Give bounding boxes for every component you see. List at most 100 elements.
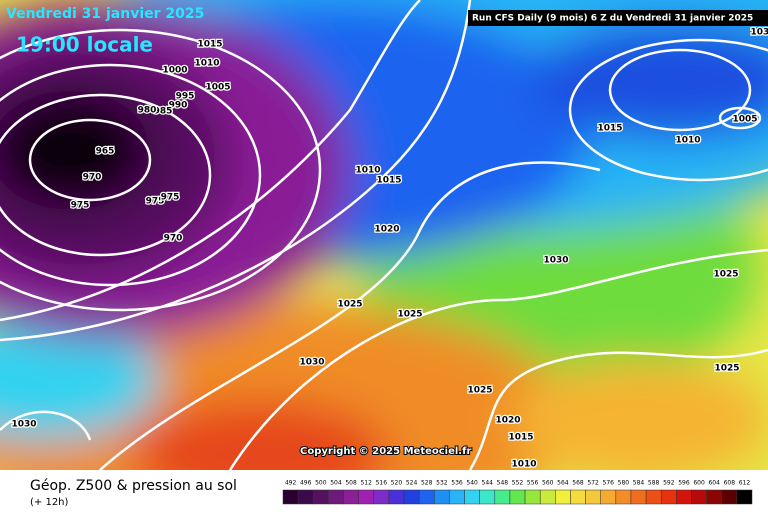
legend-swatch	[494, 489, 511, 505]
legend-swatch	[479, 489, 496, 505]
isobar-label: 1005	[732, 115, 757, 125]
isobar-label: 1015	[508, 433, 533, 443]
isobar-label: 1030	[543, 256, 568, 266]
legend-label: 612	[739, 480, 751, 487]
legend-label: 560	[542, 480, 554, 487]
legend-swatch	[449, 489, 465, 505]
legend-swatch	[313, 489, 329, 505]
legend-label: 572	[587, 480, 599, 487]
legend-label: 544	[482, 480, 494, 487]
legend-swatch	[297, 489, 314, 505]
run-box	[468, 10, 768, 26]
legend-label: 504	[330, 480, 342, 487]
legend-label: 512	[360, 480, 372, 487]
footer-title: Géop. Z500 & pression au sol	[30, 478, 237, 494]
legend-swatch	[645, 489, 662, 505]
legend-label: 500	[315, 480, 327, 487]
legend-swatch	[585, 489, 601, 505]
legend-swatch	[706, 489, 722, 505]
isobar-label: 965	[96, 147, 115, 157]
legend-swatch	[388, 489, 405, 505]
legend-swatch	[418, 489, 435, 505]
isobar-label: 1030	[299, 358, 324, 368]
legend-swatch	[282, 489, 299, 505]
legend-label: 588	[648, 480, 660, 487]
isobar-label: 1025	[397, 310, 422, 320]
isobar-label: 1010	[675, 136, 700, 146]
isobar-label: 1025	[713, 270, 738, 280]
run-info: Run CFS Daily (9 mois) 6 Z du Vendredi 3…	[472, 14, 753, 24]
isobar-label: 1030	[750, 28, 768, 38]
legend-label: 532	[436, 480, 448, 487]
legend-swatch	[524, 489, 541, 505]
isobar-label: 1010	[194, 59, 219, 69]
isobar-label: 1025	[467, 386, 492, 396]
legend-label: 524	[406, 480, 418, 487]
legend-label: 536	[451, 480, 463, 487]
date: Vendredi 31 janvier 2025	[6, 6, 204, 22]
legend-label: 576	[603, 480, 615, 487]
legend-swatch	[343, 489, 359, 505]
isobar-label: 970	[83, 173, 102, 183]
legend-label: 540	[466, 480, 478, 487]
legend-label: 516	[376, 480, 388, 487]
legend-swatch	[464, 489, 480, 505]
legend-swatch	[691, 489, 707, 505]
legend-swatch	[721, 489, 738, 505]
isobar-label: 1015	[597, 124, 622, 134]
legend-label: 580	[618, 480, 630, 487]
isobar-label: 1025	[714, 364, 739, 374]
legend-label: 556	[527, 480, 539, 487]
legend-label: 596	[678, 480, 690, 487]
isobar-label: 990	[169, 101, 188, 111]
isobar-label: 970	[164, 234, 183, 244]
legend-label: 592	[663, 480, 675, 487]
legend-swatch	[615, 489, 632, 505]
isobar-label: 1010	[355, 166, 380, 176]
legend-label: 508	[345, 480, 357, 487]
isobar-label: 975	[161, 193, 180, 203]
legend-label: 528	[421, 480, 433, 487]
legend-swatch	[676, 489, 692, 505]
legend-label: 520	[391, 480, 403, 487]
isobar-label: 1015	[376, 176, 401, 186]
isobar-label: 1030	[11, 420, 36, 430]
legend-label: 552	[512, 480, 524, 487]
isobar-label: 1015	[197, 40, 222, 50]
legend-label: 548	[497, 480, 509, 487]
legend-swatch	[434, 489, 450, 505]
isobar-label: 1000	[162, 66, 187, 76]
legend-label: 492	[285, 480, 297, 487]
legend-swatch	[403, 489, 420, 505]
legend-swatch	[328, 489, 344, 505]
legend-label: 600	[693, 480, 705, 487]
legend-swatch	[600, 489, 617, 505]
isobar-label: 1010	[511, 460, 536, 470]
time: 19:00 locale	[16, 33, 153, 57]
legend-label: 604	[708, 480, 720, 487]
legend-swatch	[555, 489, 571, 505]
legend-swatch	[358, 489, 375, 505]
legend-swatch	[630, 489, 647, 505]
legend-swatch	[373, 489, 390, 505]
legend-label: 564	[557, 480, 569, 487]
isobar-label: 980	[138, 106, 157, 116]
legend-label: 496	[300, 480, 312, 487]
legend-label: 608	[724, 480, 736, 487]
legend-label: 584	[633, 480, 645, 487]
legend-swatch	[736, 489, 753, 505]
isobar-label: 995	[176, 92, 195, 102]
footer-subtitle: (+ 12h)	[30, 497, 69, 508]
isobar-label: 975	[71, 201, 90, 211]
isobar-label: 1005	[205, 83, 230, 93]
isobar-label: 985	[154, 107, 173, 117]
isobar-label: 1020	[374, 225, 399, 235]
copyright: Copyright © 2025 Meteociel.fr	[300, 446, 471, 457]
legend-swatch	[539, 489, 556, 505]
isobar-label: 1025	[337, 300, 362, 310]
isobar-label: 1020	[495, 416, 520, 426]
legend-swatch	[660, 489, 677, 505]
legend-label: 568	[572, 480, 584, 487]
